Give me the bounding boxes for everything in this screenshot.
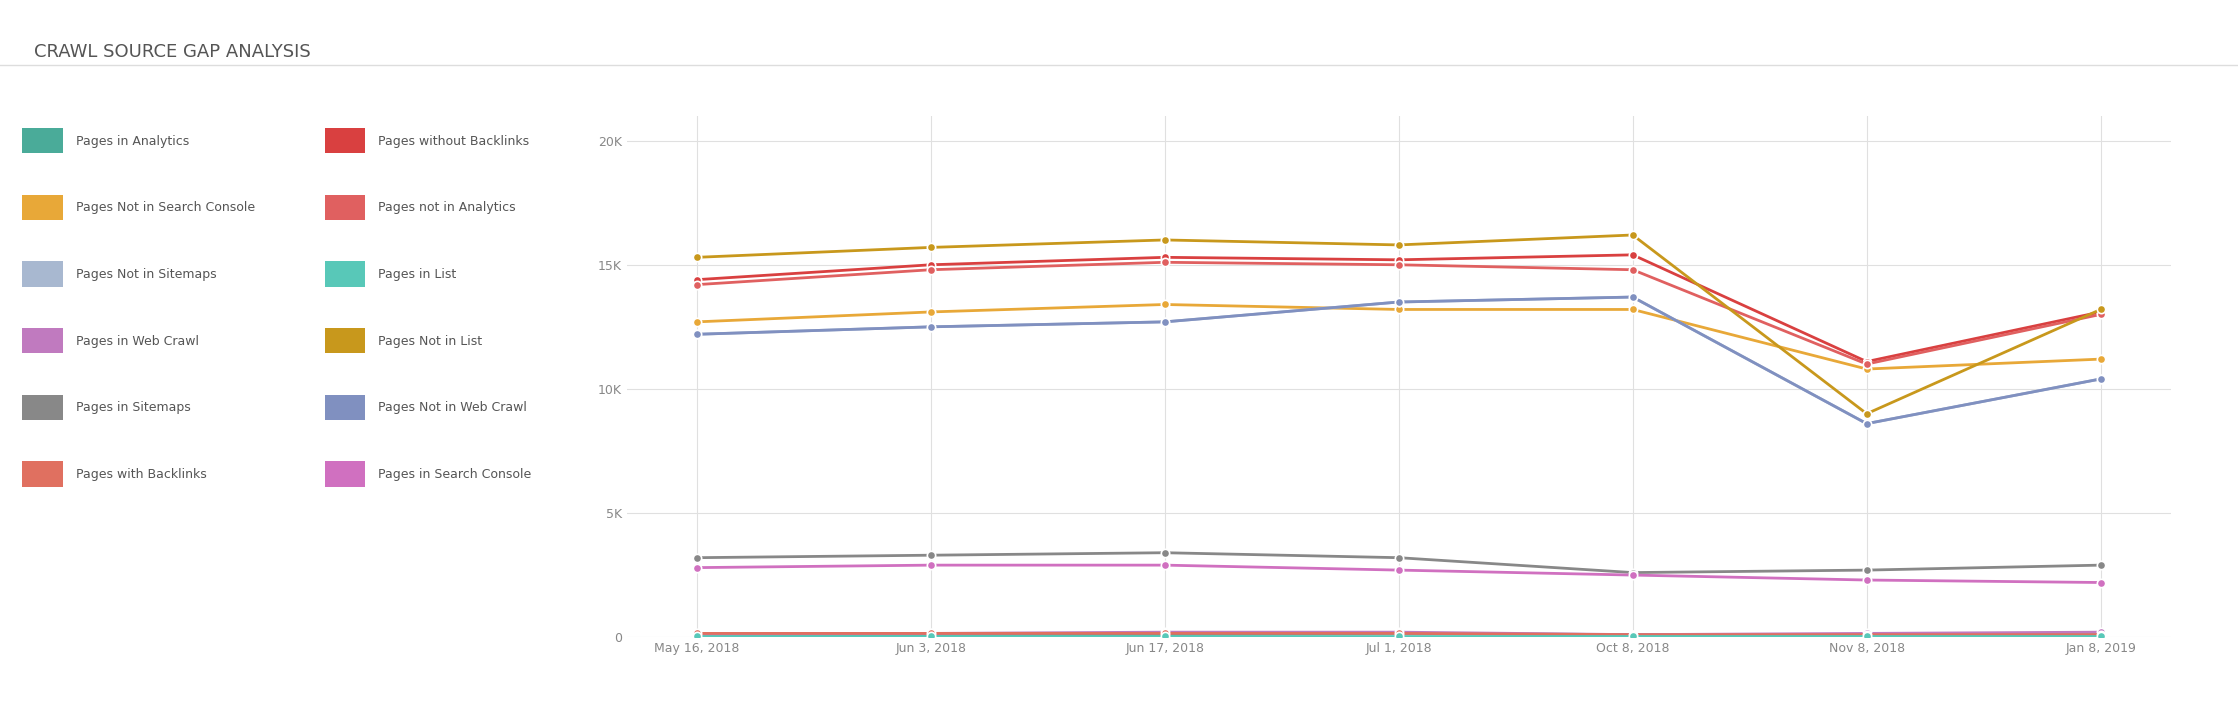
Text: Pages in List: Pages in List (378, 268, 457, 281)
Text: Pages Not in Web Crawl: Pages Not in Web Crawl (378, 401, 528, 414)
Text: Pages not in Analytics: Pages not in Analytics (378, 201, 515, 214)
Text: Pages with Backlinks: Pages with Backlinks (76, 468, 206, 481)
Text: Pages Not in List: Pages Not in List (378, 334, 483, 348)
Text: Pages in Analytics: Pages in Analytics (76, 135, 190, 148)
Text: Pages without Backlinks: Pages without Backlinks (378, 135, 530, 148)
Text: CRAWL SOURCE GAP ANALYSIS: CRAWL SOURCE GAP ANALYSIS (34, 43, 311, 62)
Text: Pages Not in Search Console: Pages Not in Search Console (76, 201, 255, 214)
Text: Pages in Sitemaps: Pages in Sitemaps (76, 401, 190, 414)
Text: Pages in Web Crawl: Pages in Web Crawl (76, 334, 199, 348)
Text: Pages in Search Console: Pages in Search Console (378, 468, 530, 481)
Text: Pages Not in Sitemaps: Pages Not in Sitemaps (76, 268, 217, 281)
